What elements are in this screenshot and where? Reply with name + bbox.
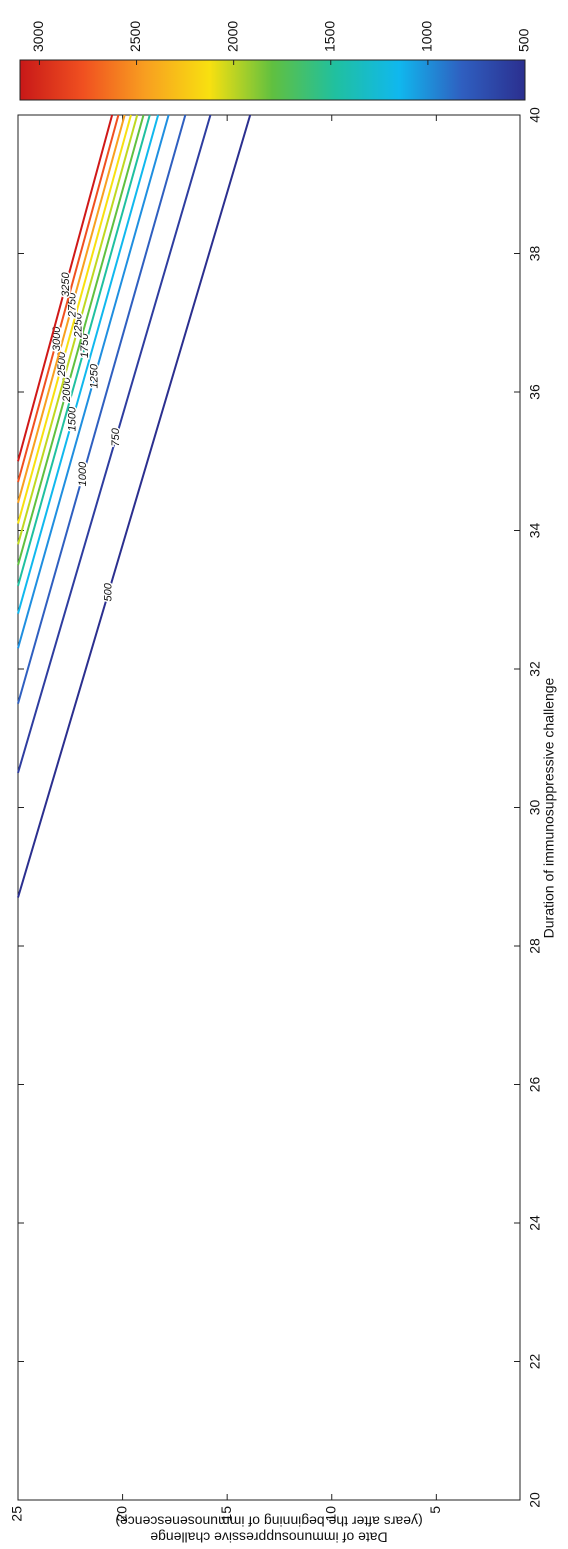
contour-label: 1500 — [67, 406, 79, 431]
y-tick-label: 25 — [9, 1506, 25, 1522]
contour-label: 3250 — [60, 272, 72, 297]
y-axis-label: (years after the beginning of immunosene… — [115, 1513, 422, 1529]
contour-line — [17, 114, 126, 504]
contour-line — [17, 114, 212, 774]
rotated-chart: Duration of immunosuppressive challenge … — [9, 21, 557, 1546]
y-tick-label: 15 — [218, 1506, 234, 1522]
colorbar-tick-label: 3000 — [30, 21, 46, 52]
contour-label: 2500 — [56, 351, 68, 377]
contour-label: 500 — [102, 582, 114, 601]
x-axis-label: Duration of immunosuppressive challenge — [541, 677, 557, 938]
contour-label: 750 — [110, 427, 122, 446]
x-tick-label: 38 — [527, 246, 543, 262]
x-tick-label: 30 — [527, 800, 543, 816]
contour-line — [17, 114, 120, 483]
colorbar-tick-label: 1500 — [321, 21, 337, 52]
contour-line — [17, 114, 187, 704]
x-tick-label: 40 — [527, 107, 543, 123]
y-tick-label: 5 — [427, 1506, 443, 1514]
x-tick-label: 22 — [527, 1354, 543, 1370]
y-tick-label: 20 — [113, 1506, 129, 1522]
x-tick-label: 32 — [527, 661, 543, 677]
contour-label: 1000 — [77, 461, 89, 486]
y-tick-label: 10 — [322, 1506, 338, 1522]
contour-line — [17, 114, 132, 524]
x-tick-label: 26 — [527, 1077, 543, 1093]
contour-label: 2250 — [73, 312, 85, 338]
colorbar-tick-label: 500 — [516, 28, 532, 52]
contour-line — [17, 114, 139, 545]
contour-line — [17, 114, 145, 566]
x-tick-label: 24 — [527, 1215, 543, 1231]
x-tick-label: 34 — [527, 523, 543, 539]
contour-line — [17, 114, 252, 898]
colorbar-tick-label: 2500 — [127, 21, 143, 52]
contour-line — [17, 114, 151, 587]
plot-area — [17, 114, 521, 1501]
contour-line — [17, 114, 170, 649]
x-tick-label: 28 — [527, 938, 543, 954]
contour-line — [17, 114, 114, 462]
y-axis-label: Date of immunosuppressive challenge — [150, 1529, 388, 1544]
contour-line — [17, 114, 160, 614]
colorbar — [19, 59, 526, 101]
x-tick-label: 36 — [527, 384, 543, 400]
x-tick-label: 20 — [527, 1492, 543, 1508]
colorbar-tick-label: 1000 — [419, 21, 435, 52]
contour-label: 1250 — [89, 363, 101, 388]
colorbar-tick-label: 2000 — [224, 21, 240, 52]
